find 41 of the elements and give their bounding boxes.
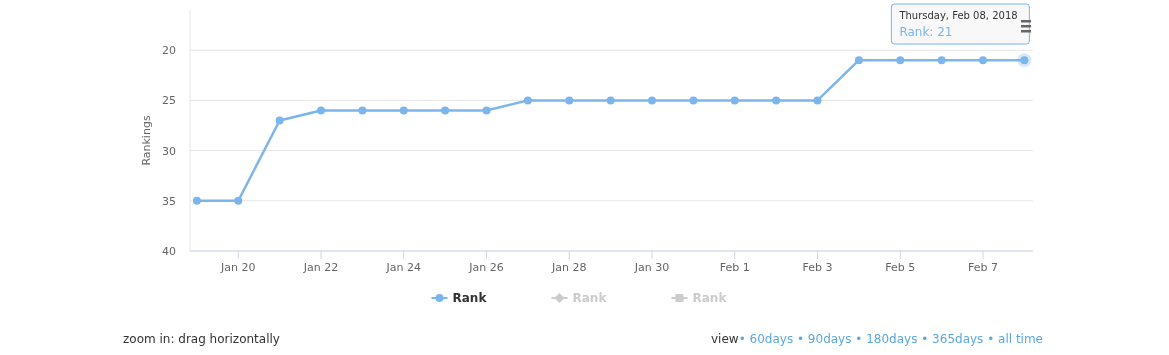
point	[192, 196, 201, 205]
point	[441, 106, 450, 115]
x-tick-label: Feb 7	[968, 261, 998, 274]
point	[689, 96, 698, 105]
x-tick-label: Feb 5	[885, 261, 916, 274]
point	[399, 106, 408, 115]
point	[482, 106, 491, 115]
y-tick-label: 20	[162, 44, 176, 58]
point	[979, 56, 988, 65]
y-tick-label: 40	[162, 245, 176, 258]
y-tick-label: 35	[162, 194, 176, 208]
point	[234, 196, 243, 205]
point	[317, 106, 326, 115]
x-tick-label: Feb 1	[719, 261, 750, 274]
point	[648, 96, 657, 105]
text: zoom in: drag horizontally	[123, 332, 280, 346]
point	[730, 96, 739, 105]
annotation: Thursday, Feb 08, 2018 Rank: 21	[898, 10, 1018, 39]
tooltip-box: Thursday, Feb 08, 2018 Rank: 21	[890, 3, 1030, 45]
y-tick-label: 25	[162, 94, 176, 108]
y-tick-label: 30	[162, 144, 176, 158]
point	[358, 106, 367, 115]
point	[772, 96, 781, 105]
point	[523, 96, 532, 105]
x-tick-label: Jan 26	[468, 261, 504, 274]
x-tick-label: Feb 3	[802, 261, 833, 274]
point	[937, 56, 946, 65]
x-tick-label: Jan 24	[385, 261, 421, 274]
point	[565, 96, 574, 105]
point	[813, 96, 822, 105]
x-tick-label: Jan 30	[633, 261, 670, 274]
legend-label: Rank	[452, 291, 488, 305]
y-axis-title: Rankings	[140, 115, 153, 166]
x-tick-label: Jan 22	[302, 261, 339, 274]
point	[896, 56, 905, 65]
point	[854, 56, 863, 65]
point	[606, 96, 615, 105]
point	[275, 116, 284, 125]
x-tick-label: Jan 20	[220, 261, 256, 274]
text: view• 60days • 90days • 180days • 365days • all time	[711, 332, 1043, 346]
x-tick-label: Jan 28	[551, 261, 587, 274]
